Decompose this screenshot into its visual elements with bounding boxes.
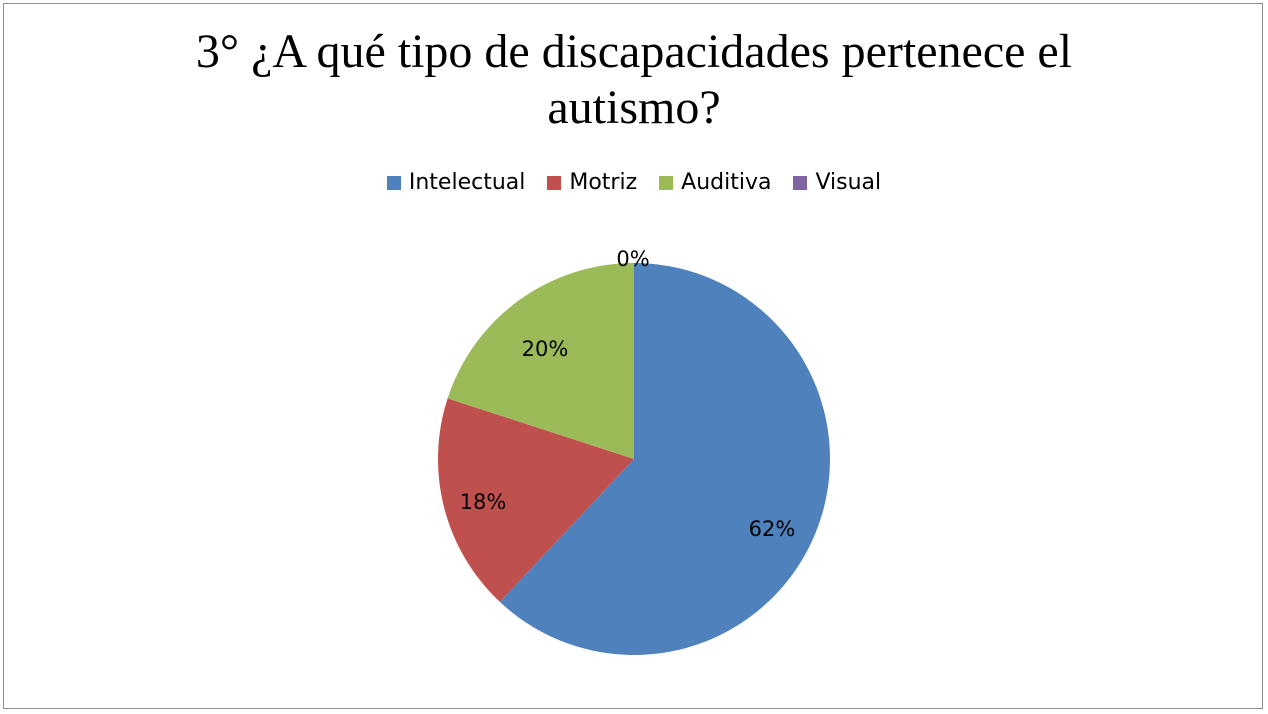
pie-slice-motriz [437,398,634,602]
legend-swatch-auditiva [659,175,674,190]
chart-title-line-1: 3° ¿A qué tipo de discapacidades pertene… [195,25,1073,78]
chart-title: 3° ¿A qué tipo de discapacidades pertene… [0,24,1268,136]
legend-swatch-motriz [547,175,562,190]
pie-slice-intelectual [499,263,830,656]
legend-item-motriz: Motriz [547,170,637,195]
pie-slice-auditiva [447,263,634,459]
chart-legend: Intelectual Motriz Auditiva Visual [0,170,1268,195]
chart-title-line-2: autismo? [547,81,721,134]
legend-item-intelectual: Intelectual [386,170,526,195]
legend-item-visual: Visual [793,170,881,195]
legend-item-auditiva: Auditiva [659,170,771,195]
legend-label-visual: Visual [815,170,882,195]
legend-swatch-intelectual [386,175,401,190]
data-label-motriz: 18% [460,490,507,514]
legend-label-intelectual: Intelectual [408,170,526,195]
data-label-auditiva: 20% [522,337,569,361]
legend-label-motriz: Motriz [569,170,638,195]
data-label-visual: 0% [616,247,649,271]
legend-label-auditiva: Auditiva [681,170,772,195]
data-label-intelectual: 62% [749,517,796,541]
legend-swatch-visual [793,175,808,190]
